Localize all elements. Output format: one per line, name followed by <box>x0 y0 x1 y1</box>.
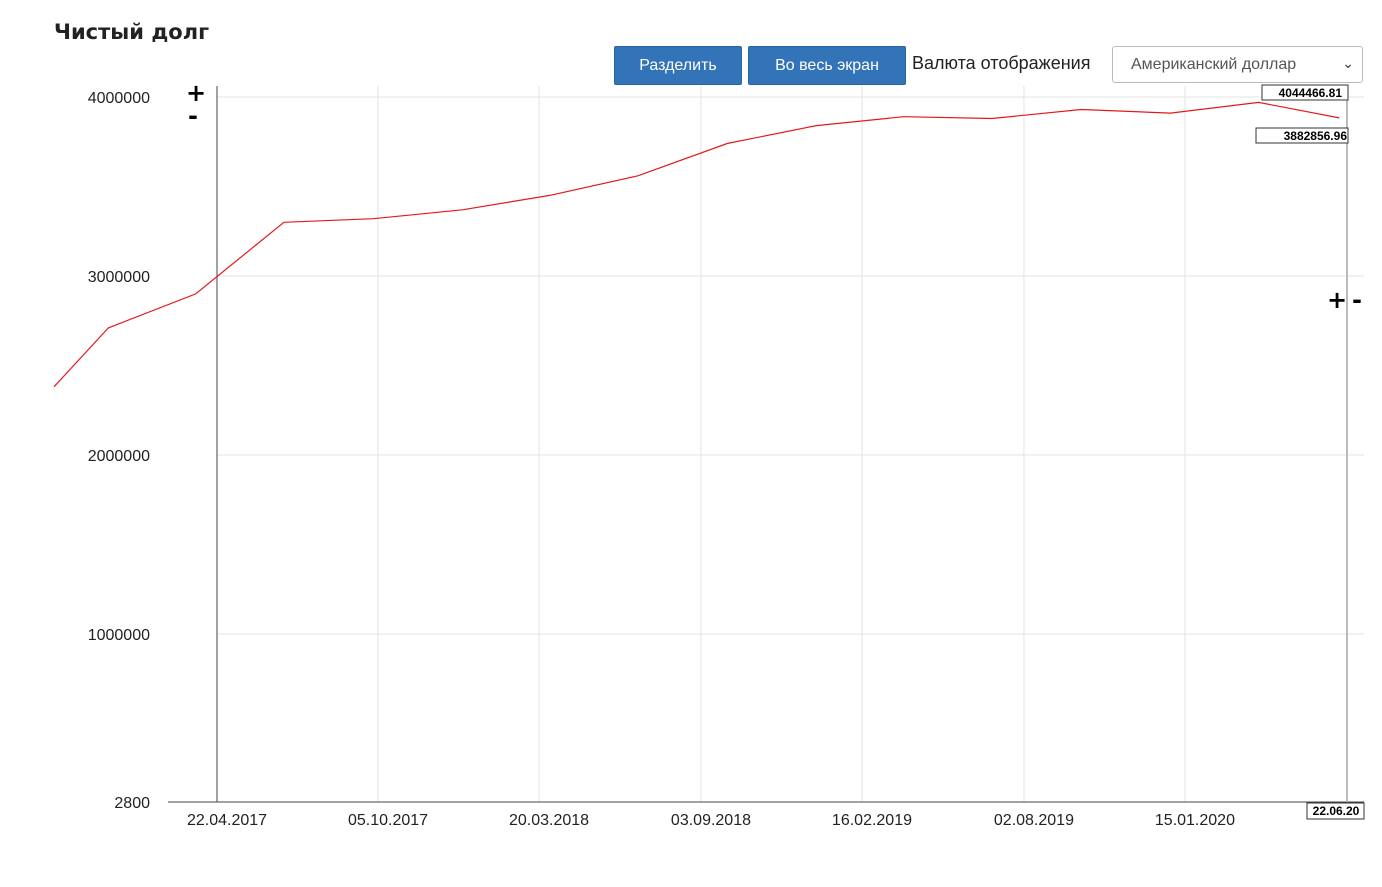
y-tick-label: 4000000 <box>88 90 150 107</box>
x-zoom-in-button[interactable]: + <box>1327 286 1347 314</box>
range-max-box <box>1261 84 1349 101</box>
y-zoom-in-button[interactable]: + <box>186 79 206 107</box>
range-current-label: 3882856.96 <box>1284 129 1348 143</box>
x-range-end-box <box>1306 802 1365 820</box>
x-tick-label: 16.02.2019 <box>832 812 912 829</box>
x-tick-label: 02.08.2019 <box>994 812 1074 829</box>
x-tick-label: 22.06.20 <box>1313 804 1360 818</box>
split-button[interactable]: Разделить <box>614 46 742 85</box>
x-tick-label: 22.04.2017 <box>187 812 267 829</box>
x-tick-labels: 22.04.2017 05.10.2017 20.03.2018 03.09.2018… <box>187 802 1365 829</box>
y-tick-label: 2800 <box>114 795 150 812</box>
fullscreen-button[interactable]: Во весь экран <box>748 46 906 85</box>
x-tick-label: 05.10.2017 <box>348 812 428 829</box>
y-tick-label: 1000000 <box>88 627 150 644</box>
x-tick-label: 03.09.2018 <box>671 812 751 829</box>
currency-selected-value: Американский доллар <box>1131 55 1297 73</box>
chevron-down-icon: ⌄ <box>1342 55 1354 71</box>
x-zoom-out-button[interactable]: - <box>1352 286 1362 314</box>
currency-label: Валюта отображения <box>912 53 1091 73</box>
currency-select[interactable]: Американский доллар ⌄ <box>1112 46 1363 83</box>
x-tick-label: 15.01.2020 <box>1155 812 1235 829</box>
page-title: Чистый долг <box>54 20 210 44</box>
y-zoom-out-button[interactable]: - <box>188 102 198 130</box>
range-current-box <box>1255 127 1349 144</box>
range-max-label: 4044466.81 <box>1279 86 1343 100</box>
y-tick-labels: 4000000 3000000 2000000 1000000 2800 <box>88 90 150 812</box>
x-tick-label: 20.03.2018 <box>509 812 589 829</box>
series-line <box>53 101 1340 388</box>
chart-series <box>53 101 1340 388</box>
chart-grid <box>217 86 1364 802</box>
y-tick-label: 3000000 <box>88 269 150 286</box>
y-tick-label: 2000000 <box>88 448 150 465</box>
